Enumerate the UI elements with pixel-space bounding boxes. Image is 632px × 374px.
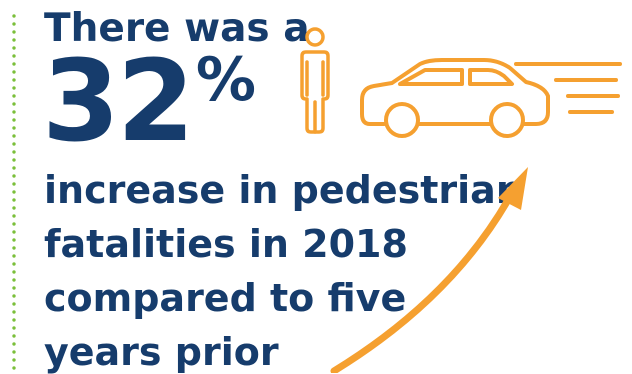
headline: There was a [44,6,310,51]
body-line-4: years prior [44,330,279,374]
speed-lines-icon [514,62,622,114]
body-line-1: increase in pedestrian [44,168,523,212]
stat-unit: % [195,45,256,115]
stat-value: 32 [42,37,195,167]
body-line-3: compared to five [44,276,407,320]
upward-arrow-icon [330,167,528,373]
body-line-2: fatalities in 2018 [44,222,408,266]
pedestrian-icon [300,27,330,134]
dotted-divider [12,12,16,370]
car-icon [360,58,550,138]
stat-figure: 32% [42,46,256,158]
